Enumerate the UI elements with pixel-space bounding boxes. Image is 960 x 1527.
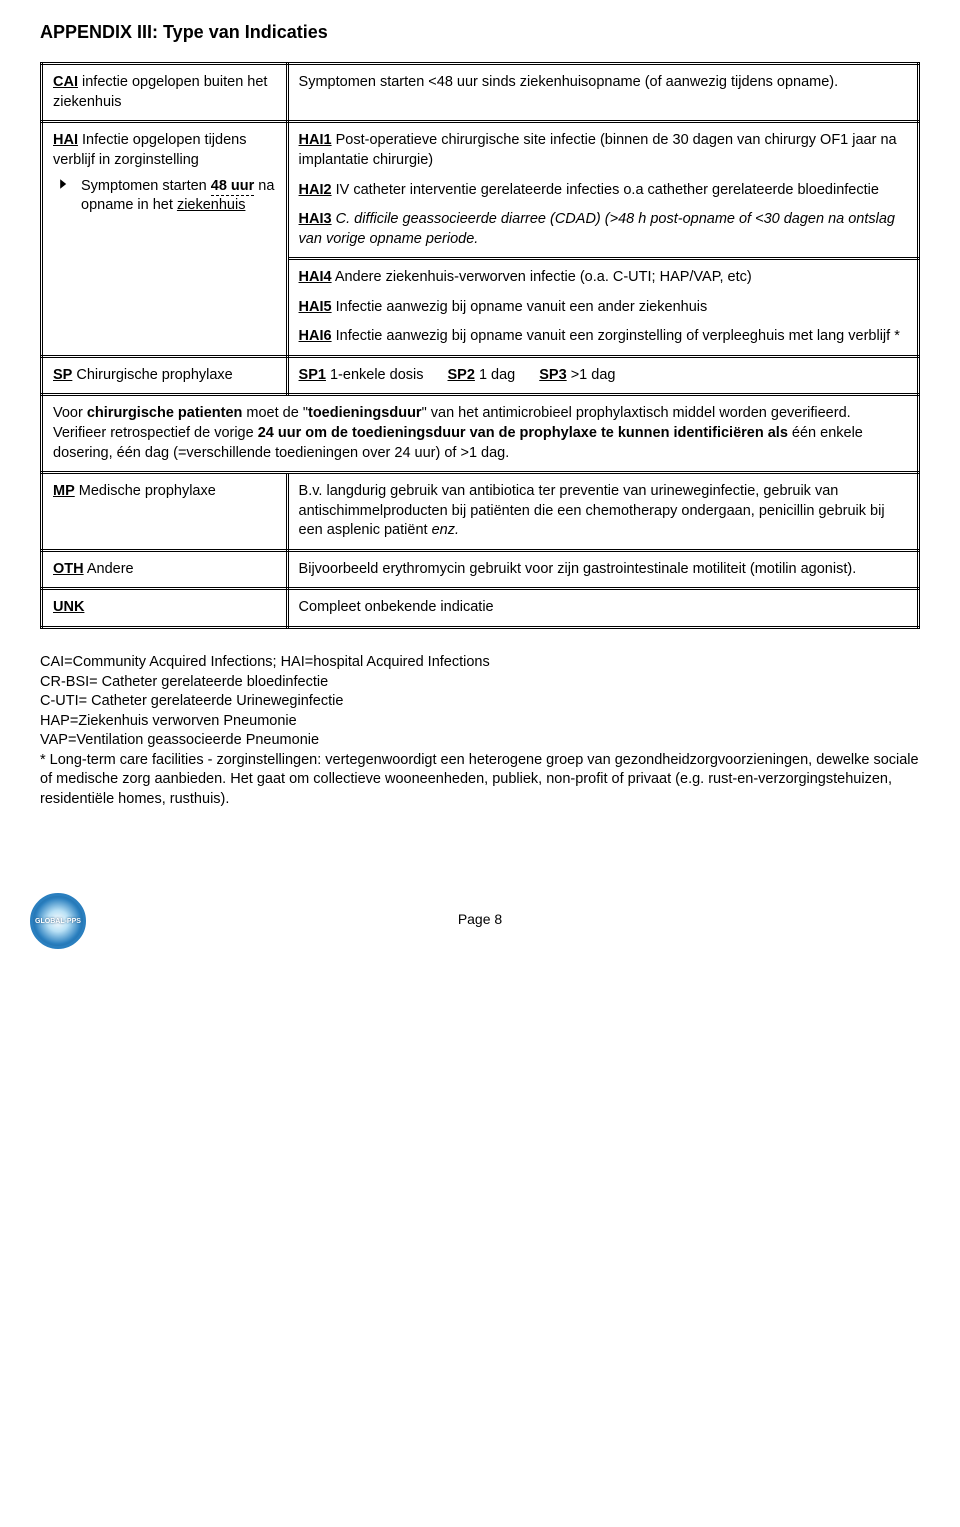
- cell-sp-right: SP1 1-enkele dosis SP2 1 dag SP3 >1 dag: [287, 356, 918, 395]
- text: Symptomen starten <48 uur sinds ziekenhu…: [299, 74, 839, 90]
- text: Andere: [84, 561, 134, 577]
- cell-unk-left: UNK: [42, 589, 288, 628]
- text: Chirurgische prophylaxe: [72, 367, 232, 383]
- chevron-right-icon: [59, 177, 73, 216]
- label: SP3: [539, 367, 566, 383]
- table-row: HAI Infectie opgelopen tijdens verblijf …: [42, 122, 919, 259]
- cell-hai-left: HAI Infectie opgelopen tijdens verblijf …: [42, 122, 288, 357]
- para: HAI6 Infectie aanwezig bij opname vanuit…: [299, 327, 907, 347]
- label-hai3: HAI3: [299, 211, 332, 227]
- text: Infectie aanwezig bij opname vanuit een …: [332, 328, 900, 344]
- label: SP2: [448, 367, 475, 383]
- table-row: UNK Compleet onbekende indicatie: [42, 589, 919, 628]
- label-hai4: HAI4: [299, 269, 332, 285]
- logo-icon: GLOBAL-PPS: [30, 893, 86, 949]
- text: Symptomen starten: [81, 178, 211, 194]
- text-italic: C. difficile geassocieerde diarree (CDAD…: [299, 211, 895, 247]
- text: 1-enkele dosis: [326, 367, 424, 383]
- text: moet de ": [242, 405, 308, 421]
- indications-table: CAI infectie opgelopen buiten het zieken…: [40, 62, 920, 629]
- text: Voor: [53, 405, 87, 421]
- text: Post-operatieve chirurgische site infect…: [299, 132, 897, 168]
- label-cai: CAI: [53, 74, 78, 90]
- text: B.v. langdurig gebruik van antibiotica t…: [299, 483, 885, 538]
- para: HAI5 Infectie aanwezig bij opname vanuit…: [299, 298, 907, 318]
- text: IV catheter interventie gerelateerde inf…: [332, 182, 879, 198]
- cell-hai-right-1: HAI1 Post-operatieve chirurgische site i…: [287, 122, 918, 259]
- para: HAI1 Post-operatieve chirurgische site i…: [299, 131, 907, 170]
- text: Infectie opgelopen tijdens verblijf in z…: [53, 132, 246, 168]
- para: HAI3 C. difficile geassocieerde diarree …: [299, 210, 907, 249]
- cell-mp-right: B.v. langdurig gebruik van antibiotica t…: [287, 473, 918, 551]
- text: Andere ziekenhuis-verworven infectie (o.…: [332, 269, 752, 285]
- label-oth: OTH: [53, 561, 84, 577]
- cell-unk-right: Compleet onbekende indicatie: [287, 589, 918, 628]
- cell-oth-right: Bijvoorbeeld erythromycin gebruikt voor …: [287, 550, 918, 589]
- para: HAI2 IV catheter interventie gerelateerd…: [299, 181, 907, 201]
- label-hai1: HAI1: [299, 132, 332, 148]
- footnote-line: CAI=Community Acquired Infections; HAI=h…: [40, 653, 920, 673]
- text: Compleet onbekende indicatie: [299, 599, 494, 615]
- page-number: Page 8: [458, 910, 502, 929]
- footnote-line: * Long-term care facilities - zorginstel…: [40, 751, 920, 810]
- sp3: SP3 >1 dag: [539, 366, 615, 386]
- para: HAI4 Andere ziekenhuis-verworven infecti…: [299, 268, 907, 288]
- label-hai5: HAI5: [299, 299, 332, 315]
- footnote-line: VAP=Ventilation geassocieerde Pneumonie: [40, 731, 920, 751]
- footnote-line: HAP=Ziekenhuis verworven Pneumonie: [40, 712, 920, 732]
- cell-cai-right: Symptomen starten <48 uur sinds ziekenhu…: [287, 64, 918, 122]
- page-footer: GLOBAL-PPS Page 8: [40, 889, 920, 949]
- table-row: Voor chirurgische patienten moet de "toe…: [42, 395, 919, 473]
- table-row: OTH Andere Bijvoorbeeld erythromycin geb…: [42, 550, 919, 589]
- text: infectie opgelopen buiten het ziekenhuis: [53, 74, 267, 110]
- label-hai2: HAI2: [299, 182, 332, 198]
- cell-hai-right-2: HAI4 Andere ziekenhuis-verworven infecti…: [287, 259, 918, 357]
- footnote-line: CR-BSI= Catheter gerelateerde bloedinfec…: [40, 673, 920, 693]
- cell-sp-left: SP Chirurgische prophylaxe: [42, 356, 288, 395]
- cell-oth-left: OTH Andere: [42, 550, 288, 589]
- text-bold: chirurgische patienten: [87, 405, 243, 421]
- text-bold: 24 uur om de toedieningsduur van de prop…: [258, 425, 788, 441]
- footnote-line: C-UTI= Catheter gerelateerde Urineweginf…: [40, 692, 920, 712]
- logo-text: GLOBAL-PPS: [35, 918, 81, 925]
- bullet-item: Symptomen starten 48 uur na opname in he…: [59, 177, 276, 216]
- table-row: SP Chirurgische prophylaxe SP1 1-enkele …: [42, 356, 919, 395]
- table-row: MP Medische prophylaxe B.v. langdurig ge…: [42, 473, 919, 551]
- text: Infectie aanwezig bij opname vanuit een …: [332, 299, 708, 315]
- text: Symptomen starten 48 uur na opname in he…: [81, 177, 276, 216]
- text: >1 dag: [567, 367, 616, 383]
- sp2: SP2 1 dag: [448, 366, 516, 386]
- label-unk: UNK: [53, 599, 84, 615]
- text: HAI Infectie opgelopen tijdens verblijf …: [53, 131, 276, 170]
- label: SP1: [299, 367, 326, 383]
- text-bold: toedieningsduur: [308, 405, 422, 421]
- text: 48 uur: [211, 178, 255, 196]
- text-italic: enz.: [432, 522, 459, 538]
- text: 1 dag: [475, 367, 515, 383]
- cell-surg-note: Voor chirurgische patienten moet de "toe…: [42, 395, 919, 473]
- label-mp: MP: [53, 483, 75, 499]
- sp1: SP1 1-enkele dosis: [299, 366, 424, 386]
- text: Bijvoorbeeld erythromycin gebruikt voor …: [299, 561, 857, 577]
- label-hai: HAI: [53, 132, 78, 148]
- cell-mp-left: MP Medische prophylaxe: [42, 473, 288, 551]
- page-title: APPENDIX III: Type van Indicaties: [40, 20, 920, 44]
- label-sp: SP: [53, 367, 72, 383]
- text: ziekenhuis: [177, 197, 246, 213]
- footnotes: CAI=Community Acquired Infections; HAI=h…: [40, 653, 920, 810]
- label-hai6: HAI6: [299, 328, 332, 344]
- table-row: CAI infectie opgelopen buiten het zieken…: [42, 64, 919, 122]
- text: Medische prophylaxe: [75, 483, 216, 499]
- cell-cai-left: CAI infectie opgelopen buiten het zieken…: [42, 64, 288, 122]
